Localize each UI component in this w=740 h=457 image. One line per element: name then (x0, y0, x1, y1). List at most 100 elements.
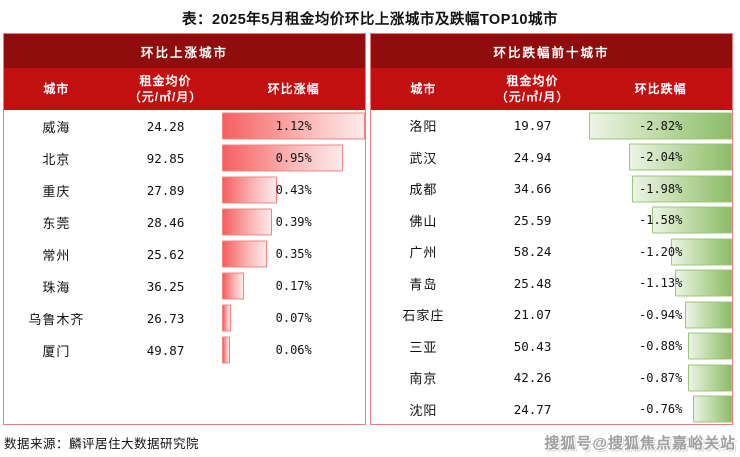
change-bar (652, 206, 732, 234)
change-bar-cell: 0.95% (222, 142, 365, 174)
watermark: 搜狐号@搜狐焦点嘉峪关站 (544, 435, 736, 452)
city-name: 北京 (42, 151, 71, 167)
change-label: -1.98% (639, 181, 683, 196)
rise-rows: 威海 24.28 1.12% 北京 92.85 0.95% 重庆 27.89 0… (4, 110, 365, 424)
price-value: 24.94 (513, 149, 552, 165)
column-header-price-line2: （元/㎡/月） (128, 90, 203, 104)
change-label: -1.20% (639, 244, 683, 259)
table-row: 北京 92.85 0.95% (4, 142, 365, 174)
change-bar (222, 240, 267, 268)
city-name: 重庆 (42, 183, 71, 199)
change-bar-cell: 0.43% (222, 174, 365, 206)
column-header-change: 环比涨幅 (222, 68, 365, 110)
city-name: 三亚 (409, 339, 438, 355)
table-row: 三亚 50.43 -0.88% (371, 331, 732, 363)
fall-column-header: 城市 租金均价 （元/㎡/月） 环比跌幅 (371, 68, 732, 110)
table-row: 常州 25.62 0.35% (4, 238, 365, 270)
change-bar (693, 395, 732, 423)
column-header-price-line1: 租金均价 (139, 73, 192, 88)
table-row: 南京 42.26 -0.87% (371, 362, 732, 394)
table-row: 佛山 25.59 -1.58% (371, 205, 732, 237)
price-value: 58.24 (513, 244, 552, 260)
city-name: 佛山 (409, 213, 438, 229)
table-row: 广州 58.24 -1.20% (371, 236, 732, 268)
column-header-change: 环比跌幅 (589, 68, 732, 110)
change-label: -1.58% (639, 213, 683, 228)
change-label: 0.35% (275, 247, 312, 261)
price-value: 25.48 (513, 275, 552, 291)
price-value: 24.77 (513, 401, 552, 417)
change-bar-cell: 0.17% (222, 270, 365, 302)
city-name: 石家庄 (402, 308, 445, 324)
city-name: 珠海 (42, 279, 71, 295)
change-bar (222, 208, 272, 236)
change-label: -0.94% (639, 307, 683, 322)
city-name: 成都 (409, 182, 438, 198)
price-value: 42.26 (513, 370, 552, 386)
table-row: 石家庄 21.07 -0.94% (371, 299, 732, 331)
change-bar-cell: -1.98% (589, 173, 732, 205)
change-bar-cell: 0.06% (222, 334, 365, 366)
price-value: 28.46 (146, 214, 185, 230)
table-row: 厦门 49.87 0.06% (4, 334, 365, 366)
column-header-price-line2: （元/㎡/月） (495, 90, 570, 104)
price-value: 21.07 (513, 307, 552, 323)
change-bar (687, 332, 732, 360)
price-value: 34.66 (513, 181, 552, 197)
change-label: 0.17% (275, 279, 312, 293)
change-label: -0.76% (639, 402, 683, 417)
change-bar (222, 112, 365, 140)
price-value: 25.59 (513, 212, 552, 228)
rise-panel: 环比上涨城市 城市 租金均价 （元/㎡/月） 环比涨幅 威海 24.28 1.1… (3, 33, 366, 425)
city-name: 东莞 (42, 215, 71, 231)
change-bar-cell: 0.07% (222, 302, 365, 334)
price-value: 92.85 (146, 150, 185, 166)
change-label: 1.12% (275, 119, 312, 133)
price-value: 25.62 (146, 246, 185, 262)
change-bar (222, 304, 232, 332)
city-name: 广州 (409, 245, 438, 261)
change-bar-cell: -1.13% (589, 268, 732, 300)
price-value: 49.87 (146, 342, 185, 358)
column-header-change-label: 环比跌幅 (634, 81, 687, 96)
column-header-price: 租金均价 （元/㎡/月） (109, 68, 223, 110)
change-label: 0.06% (275, 343, 312, 357)
change-bar (222, 144, 344, 172)
price-value: 26.73 (146, 310, 185, 326)
change-bar (687, 364, 732, 392)
change-bar-cell: -2.04% (589, 142, 732, 174)
change-bar (684, 301, 732, 329)
footer: 数据来源：麟评居住大数据研究院 搜狐号@搜狐焦点嘉峪关站 (0, 425, 740, 456)
change-bar-cell: -0.76% (589, 394, 732, 426)
column-header-city-label: 城市 (43, 81, 70, 96)
city-name: 威海 (42, 119, 71, 135)
city-name: 青岛 (409, 276, 438, 292)
change-bar (671, 238, 732, 266)
change-label: -2.82% (639, 118, 683, 133)
change-bar (628, 143, 732, 171)
price-value: 24.28 (146, 118, 185, 134)
change-bar (222, 336, 231, 364)
fall-panel: 环比跌幅前十城市 城市 租金均价 （元/㎡/月） 环比跌幅 洛阳 19.97 -… (370, 33, 733, 425)
change-label: -0.88% (639, 339, 683, 354)
fall-rows: 洛阳 19.97 -2.82% 武汉 24.94 -2.04% 成都 34.66… (371, 110, 732, 425)
change-bar-cell: 0.35% (222, 238, 365, 270)
change-label: -1.13% (639, 276, 683, 291)
price-value: 50.43 (513, 338, 552, 354)
fall-panel-title: 环比跌幅前十城市 (371, 34, 732, 68)
change-label: 0.39% (275, 215, 312, 229)
city-name: 乌鲁木齐 (28, 311, 85, 327)
rise-panel-title: 环比上涨城市 (4, 34, 365, 68)
change-bar (589, 112, 732, 140)
city-name: 厦门 (42, 343, 71, 359)
table-row: 成都 34.66 -1.98% (371, 173, 732, 205)
table-row: 沈阳 24.77 -0.76% (371, 394, 732, 426)
table-row: 重庆 27.89 0.43% (4, 174, 365, 206)
column-header-price-line1: 租金均价 (506, 73, 559, 88)
change-bar-cell: 0.39% (222, 206, 365, 238)
table-row: 乌鲁木齐 26.73 0.07% (4, 302, 365, 334)
change-label: 0.43% (275, 183, 312, 197)
change-bar-cell: -2.82% (589, 110, 732, 142)
column-header-change-label: 环比涨幅 (267, 81, 320, 96)
